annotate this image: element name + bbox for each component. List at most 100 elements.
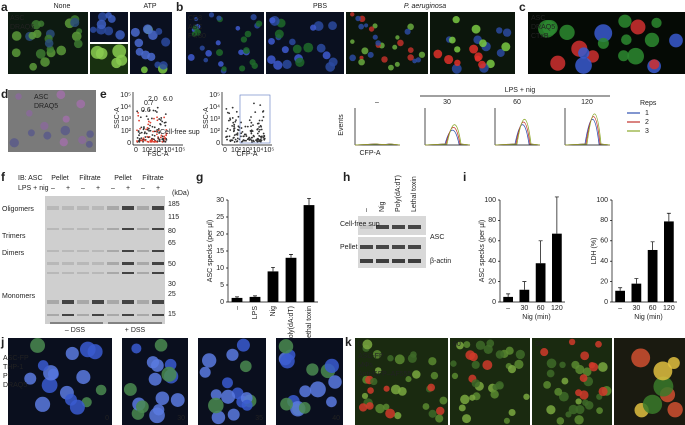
cell — [33, 29, 42, 39]
axis-title: Events — [338, 114, 345, 136]
band — [152, 228, 164, 230]
band — [360, 259, 373, 263]
cell — [355, 15, 361, 22]
cell — [451, 372, 459, 380]
cell — [478, 60, 486, 69]
cell — [90, 26, 97, 33]
event — [261, 135, 263, 138]
bar — [631, 283, 642, 302]
cell — [502, 28, 512, 37]
event — [233, 125, 235, 128]
y-tick-label: 10 — [216, 265, 224, 272]
x-tick-label: – — [506, 305, 510, 312]
annotation: Cell-free sup — [160, 129, 200, 136]
cell — [96, 19, 107, 30]
event — [225, 136, 227, 139]
band — [392, 245, 405, 249]
cell — [471, 360, 480, 369]
histogram-curve — [494, 121, 541, 146]
band — [107, 206, 119, 210]
event — [140, 126, 143, 129]
event — [232, 121, 235, 124]
cell — [462, 414, 472, 424]
panel-label: g — [196, 170, 203, 184]
cell — [367, 51, 374, 58]
blot-antibody: IB: ASC — [18, 175, 43, 182]
cell — [374, 367, 382, 374]
cell — [582, 399, 589, 406]
cell — [448, 36, 456, 44]
stain-label: ASC — [531, 15, 545, 22]
cell — [203, 57, 209, 63]
event — [164, 124, 167, 127]
cell — [60, 125, 71, 136]
cell — [87, 344, 103, 360]
event — [148, 127, 150, 130]
event — [156, 106, 159, 109]
event — [163, 135, 166, 138]
event — [156, 116, 158, 119]
blot — [45, 196, 165, 324]
band — [77, 314, 89, 316]
cell — [546, 405, 556, 415]
cell — [372, 349, 382, 359]
cell — [392, 44, 398, 50]
band — [62, 314, 74, 316]
cell — [255, 20, 263, 27]
cell — [115, 30, 125, 40]
event — [230, 139, 233, 142]
group-label: + DSS — [125, 327, 146, 334]
cell — [215, 40, 221, 46]
event — [145, 128, 147, 131]
event — [252, 124, 254, 127]
x-tick-label: Poly(dA:dT) — [288, 306, 295, 343]
event — [165, 128, 168, 131]
cell — [358, 403, 368, 412]
cell — [427, 383, 436, 392]
band — [137, 262, 149, 265]
bar — [503, 296, 513, 302]
bar — [552, 233, 562, 302]
cell — [490, 390, 499, 399]
cell — [289, 38, 296, 46]
band — [107, 262, 119, 265]
marker-label: 15 — [168, 311, 176, 318]
cells — [90, 44, 128, 69]
species-label: Dimers — [2, 250, 25, 257]
cell — [404, 28, 411, 35]
event — [160, 134, 163, 137]
event — [143, 126, 145, 128]
cells — [631, 348, 683, 418]
condition-label: ATP — [143, 3, 156, 10]
cell — [216, 15, 222, 21]
event — [250, 121, 253, 124]
cell — [316, 43, 326, 53]
cell — [362, 339, 373, 350]
event — [262, 136, 265, 139]
cell — [95, 384, 107, 396]
cell — [310, 24, 317, 31]
cell — [361, 392, 369, 399]
cell — [149, 407, 165, 424]
cell — [29, 62, 38, 71]
band — [137, 314, 149, 316]
cell — [205, 50, 212, 57]
event — [225, 107, 228, 110]
cell — [475, 340, 486, 350]
event — [158, 140, 161, 143]
panel-label: c — [519, 0, 526, 14]
cell — [422, 403, 430, 410]
x-tick-label: 60 — [649, 305, 657, 312]
marker-label: 30 — [168, 281, 176, 288]
band — [122, 314, 134, 316]
legend-label: 1 — [645, 110, 649, 117]
species-label: Oligomers — [2, 206, 34, 213]
x-tick-label: 10³ — [153, 147, 164, 154]
cell — [387, 355, 394, 362]
band — [92, 300, 104, 304]
cell — [240, 36, 248, 43]
event — [253, 102, 255, 105]
band — [62, 206, 74, 210]
event — [136, 110, 139, 113]
event — [138, 137, 141, 140]
